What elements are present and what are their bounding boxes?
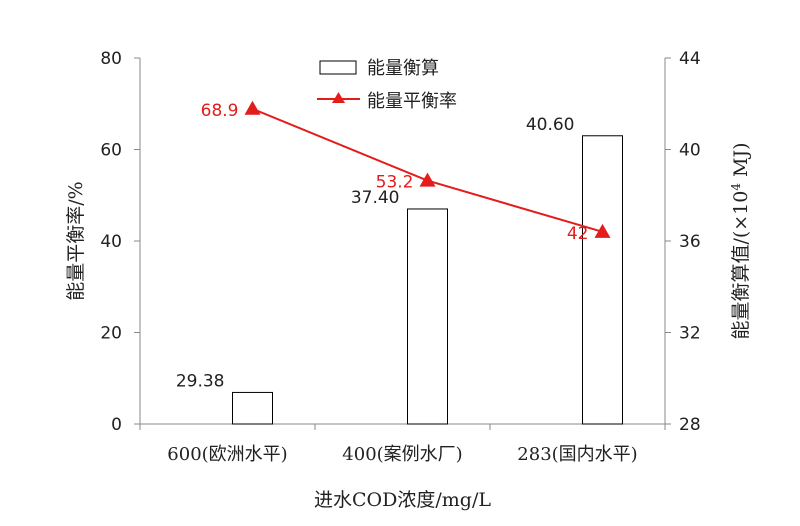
- y-right-axis-title: 能量衡算值/(×104 MJ): [729, 142, 752, 339]
- legend-bar-label: 能量衡算: [367, 58, 439, 79]
- y-left-tick-label: 80: [100, 49, 122, 69]
- line-data-label: 68.9: [201, 101, 239, 121]
- line-data-label: 53.2: [376, 173, 414, 193]
- y-right-title-suffix: MJ): [730, 142, 752, 183]
- bar: [582, 135, 623, 425]
- line-marker: [419, 172, 436, 187]
- bar: [232, 391, 273, 425]
- axis-titles: 进水COD浓度/mg/L 能量平衡率/% 能量衡算值/(×104 MJ): [65, 142, 752, 511]
- chart-axes: 0 20 40 60 80 28 32 36 40 44 600(欧洲水平) 400(案例水厂) 283…: [100, 49, 700, 465]
- legend-bar-swatch: [319, 60, 357, 75]
- y-left-tick-label: 0: [111, 415, 122, 435]
- line-marker: [244, 100, 261, 115]
- bar-data-label: 40.60: [526, 115, 575, 135]
- y-right-tick-label: 36: [679, 232, 701, 252]
- y-right-tick-label: 32: [679, 324, 701, 344]
- bar: [407, 208, 448, 425]
- x-category-label: 283(国内水平): [517, 444, 637, 465]
- y-right-tick-label: 44: [679, 49, 701, 69]
- line-data-label: 42: [567, 224, 589, 244]
- y-right-title-sup: 4: [729, 183, 743, 191]
- y-right-title-prefix: 能量衡算值/(×10: [730, 191, 752, 340]
- y-left-axis-title: 能量平衡率/%: [65, 181, 87, 300]
- bar-data-label: 29.38: [176, 371, 225, 391]
- y-left-tick-label: 20: [100, 324, 122, 344]
- x-category-label: 400(案例水厂): [342, 444, 462, 465]
- y-right-tick-label: 28: [679, 415, 701, 435]
- y-left-tick-label: 60: [100, 141, 122, 161]
- line-marker: [594, 223, 611, 238]
- y-left-tick-label: 40: [100, 232, 122, 252]
- y-right-tick-label: 40: [679, 141, 701, 161]
- x-axis-title: 进水COD浓度/mg/L: [314, 489, 491, 511]
- bar-series: 29.38 37.40 40.60: [176, 115, 623, 425]
- bar-data-label: 37.40: [351, 188, 400, 208]
- legend-line-label: 能量平衡率: [367, 91, 457, 112]
- line-series: 68.9 53.2 42: [201, 100, 611, 244]
- legend-line-marker: [332, 92, 345, 103]
- x-category-label: 600(欧洲水平): [167, 444, 287, 465]
